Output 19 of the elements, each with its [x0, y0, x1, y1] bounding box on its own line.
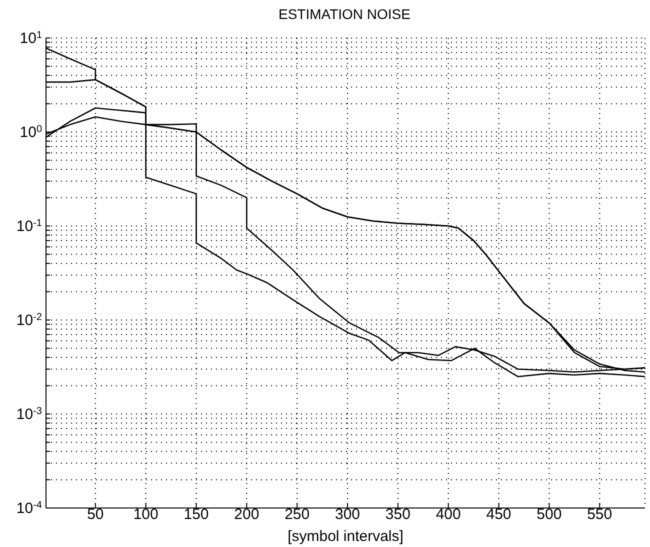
x-tick-label: 300: [335, 506, 360, 523]
x-tick-label: 350: [385, 506, 410, 523]
x-tick-label: 200: [234, 506, 260, 523]
y-tick-label: 10$^{1}$: [20, 30, 42, 47]
x-tick-label: 500: [536, 506, 562, 523]
chart-title: ESTIMATION NOISE: [278, 6, 412, 22]
x-tick-label: 400: [436, 506, 461, 523]
x-tick-label: 50: [87, 506, 104, 523]
x-tick-label: 450: [486, 506, 512, 523]
x-tick-label: 100: [133, 506, 158, 523]
x-tick-label: 550: [587, 506, 612, 523]
y-tick-label: 10$^{0}$: [20, 124, 42, 141]
x-axis-title: [symbol intervals]: [288, 528, 404, 545]
y-tick-label: 10$^{-2}$: [16, 312, 42, 329]
x-tick-label: 250: [284, 506, 310, 523]
x-tick-label: 150: [184, 506, 209, 523]
y-tick-label: 10$^{-4}$: [16, 500, 42, 517]
y-tick-label: 10$^{-3}$: [16, 406, 42, 423]
y-tick-label: 10$^{-1}$: [16, 218, 42, 235]
